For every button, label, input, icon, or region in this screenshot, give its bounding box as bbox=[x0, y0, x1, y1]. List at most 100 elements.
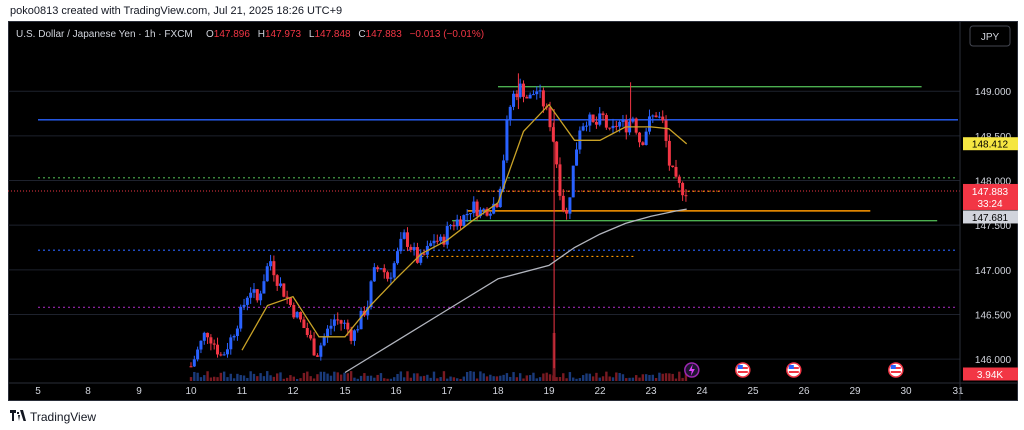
volume-bar bbox=[684, 372, 688, 381]
volume-bar bbox=[203, 375, 206, 381]
volume-bar bbox=[292, 376, 295, 381]
volume-bar bbox=[442, 371, 446, 381]
candle-body bbox=[196, 349, 200, 360]
candle-body bbox=[508, 106, 512, 121]
volume-bar bbox=[611, 377, 615, 381]
candle-body bbox=[288, 297, 292, 306]
candle-body bbox=[422, 253, 426, 255]
candle-body bbox=[242, 304, 246, 307]
candle-body bbox=[681, 182, 685, 196]
candle-body bbox=[551, 127, 555, 142]
flag-stripe bbox=[890, 371, 901, 373]
currency-label: JPY bbox=[981, 32, 1000, 43]
candle-body bbox=[598, 113, 602, 125]
candle-body bbox=[531, 94, 535, 96]
volume-bar bbox=[343, 372, 346, 381]
volume-bar bbox=[193, 371, 196, 381]
candle-body bbox=[439, 236, 443, 242]
volume-bar bbox=[312, 378, 316, 381]
volume-bar bbox=[575, 378, 578, 381]
candle-body bbox=[382, 268, 386, 273]
volume-bars bbox=[189, 333, 688, 381]
badge-text: 147.681 bbox=[972, 213, 1009, 224]
footer-brand: TradingView bbox=[30, 410, 97, 424]
volume-bar bbox=[562, 373, 565, 381]
candle-body bbox=[462, 215, 466, 226]
candle-body bbox=[199, 340, 203, 350]
candle-body bbox=[212, 343, 216, 345]
candle-body bbox=[189, 366, 193, 368]
candle-body bbox=[392, 263, 396, 278]
volume-bar bbox=[644, 374, 648, 381]
candle-body bbox=[651, 115, 655, 117]
volume-bar bbox=[591, 376, 595, 381]
currency-button[interactable]: JPY bbox=[969, 25, 1011, 47]
candle-body bbox=[349, 329, 353, 341]
candle-body bbox=[235, 328, 239, 336]
candle-body bbox=[525, 96, 529, 99]
candle-body bbox=[192, 359, 196, 367]
volume-bar bbox=[349, 371, 353, 381]
candle-body bbox=[664, 120, 668, 141]
volume-bar bbox=[678, 371, 681, 381]
candle-body bbox=[295, 312, 299, 318]
volume-bar bbox=[222, 371, 226, 381]
y-tick-label: 147.500 bbox=[975, 221, 1012, 232]
volume-bar bbox=[346, 373, 350, 381]
volume-bar bbox=[289, 375, 292, 381]
volume-bar bbox=[615, 372, 618, 381]
volume-bar bbox=[376, 374, 379, 381]
candle-body bbox=[518, 83, 522, 98]
volume-bar bbox=[366, 375, 369, 381]
volume-bar bbox=[275, 373, 279, 381]
candle-body bbox=[528, 94, 532, 99]
volume-bar bbox=[249, 371, 252, 381]
y-tick-label: 147.000 bbox=[975, 266, 1012, 277]
volume-bar bbox=[333, 371, 336, 381]
flag-canton bbox=[890, 365, 896, 369]
volume-bar bbox=[555, 377, 558, 381]
candle-body bbox=[565, 210, 569, 214]
x-tick-label: 26 bbox=[798, 386, 810, 397]
us-flag-event-icon bbox=[888, 362, 904, 378]
y-tick-label: 146.500 bbox=[975, 310, 1012, 321]
volume-bar bbox=[406, 371, 409, 381]
volume-bar bbox=[242, 375, 246, 381]
candle-body bbox=[512, 93, 516, 107]
volume-bar bbox=[393, 377, 396, 381]
badge-bg bbox=[963, 137, 1018, 151]
volume-bar bbox=[601, 376, 605, 381]
candle-body bbox=[245, 297, 249, 305]
candle-body bbox=[594, 121, 598, 125]
candle-body bbox=[412, 247, 416, 250]
price-chart[interactable]: 146.000146.500147.000147.500148.000148.5… bbox=[8, 21, 1018, 401]
volume-bar bbox=[259, 373, 262, 381]
volume-bar bbox=[285, 377, 289, 381]
x-tick-label: 17 bbox=[441, 386, 453, 397]
volume-bar bbox=[446, 378, 449, 381]
candle-body bbox=[674, 166, 678, 177]
volume-bar bbox=[595, 372, 598, 381]
volume-bar bbox=[432, 371, 436, 381]
volume-bar bbox=[565, 378, 568, 381]
volume-bar bbox=[598, 377, 601, 381]
candle-body bbox=[356, 329, 360, 331]
x-tick-label: 12 bbox=[287, 386, 299, 397]
candle-body bbox=[366, 307, 370, 316]
volume-bar bbox=[479, 371, 482, 381]
candle-body bbox=[684, 195, 688, 197]
volume-bar bbox=[654, 378, 658, 381]
candle-body bbox=[326, 328, 330, 337]
candle-body bbox=[459, 219, 463, 226]
y-tick-label: 149.000 bbox=[975, 87, 1012, 98]
volume-bar bbox=[309, 376, 312, 381]
volume-bar bbox=[635, 375, 638, 381]
volume-bar bbox=[671, 373, 674, 381]
volume-bar bbox=[681, 377, 684, 381]
badge-text: 148.412 bbox=[972, 140, 1009, 151]
volume-bar bbox=[439, 377, 442, 381]
volume-bar bbox=[495, 376, 499, 381]
volume-bar bbox=[509, 376, 512, 381]
